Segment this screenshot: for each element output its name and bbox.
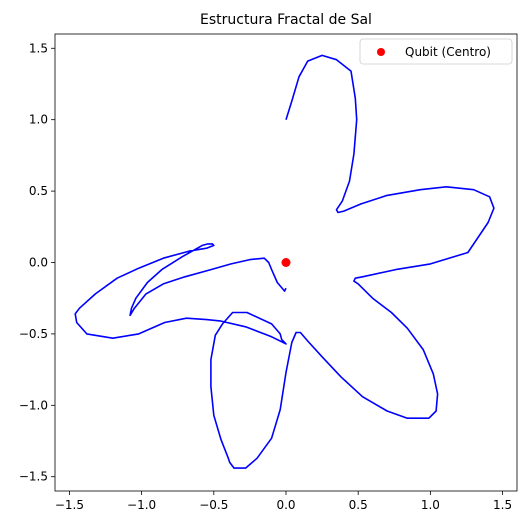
legend-marker (377, 48, 385, 56)
x-tick-label: −1.0 (127, 498, 156, 512)
qubit-point (281, 258, 291, 267)
y-tick-label: 0.0 (29, 256, 48, 270)
x-tick-label: 0.5 (349, 498, 368, 512)
y-tick-label: −1.5 (19, 470, 48, 484)
y-tick-label: −0.5 (19, 327, 48, 341)
series-line (74, 54, 495, 469)
y-tick-label: 0.5 (29, 184, 48, 198)
x-tick-label: 1.0 (421, 498, 440, 512)
plot-area (74, 54, 495, 469)
y-tick-label: 1.5 (29, 41, 48, 55)
y-tick-label: −1.0 (19, 398, 48, 412)
legend: Qubit (Centro) (359, 38, 513, 65)
chart-title: Estructura Fractal de Sal (200, 12, 372, 28)
legend-box (359, 38, 513, 65)
legend-label: Qubit (Centro) (405, 45, 491, 59)
x-tick-label: 1.5 (493, 498, 512, 512)
y-tick-label: 1.0 (29, 113, 48, 127)
x-axis: −1.5 −1.0 −0.5 0.0 0.5 1.0 1.5 (55, 491, 512, 512)
y-axis: −1.5 −1.0 −0.5 0.0 0.5 1.0 1.5 (19, 41, 55, 484)
x-tick-label: 0.0 (276, 498, 295, 512)
x-tick-label: −1.5 (55, 498, 84, 512)
x-tick-label: −0.5 (199, 498, 228, 512)
